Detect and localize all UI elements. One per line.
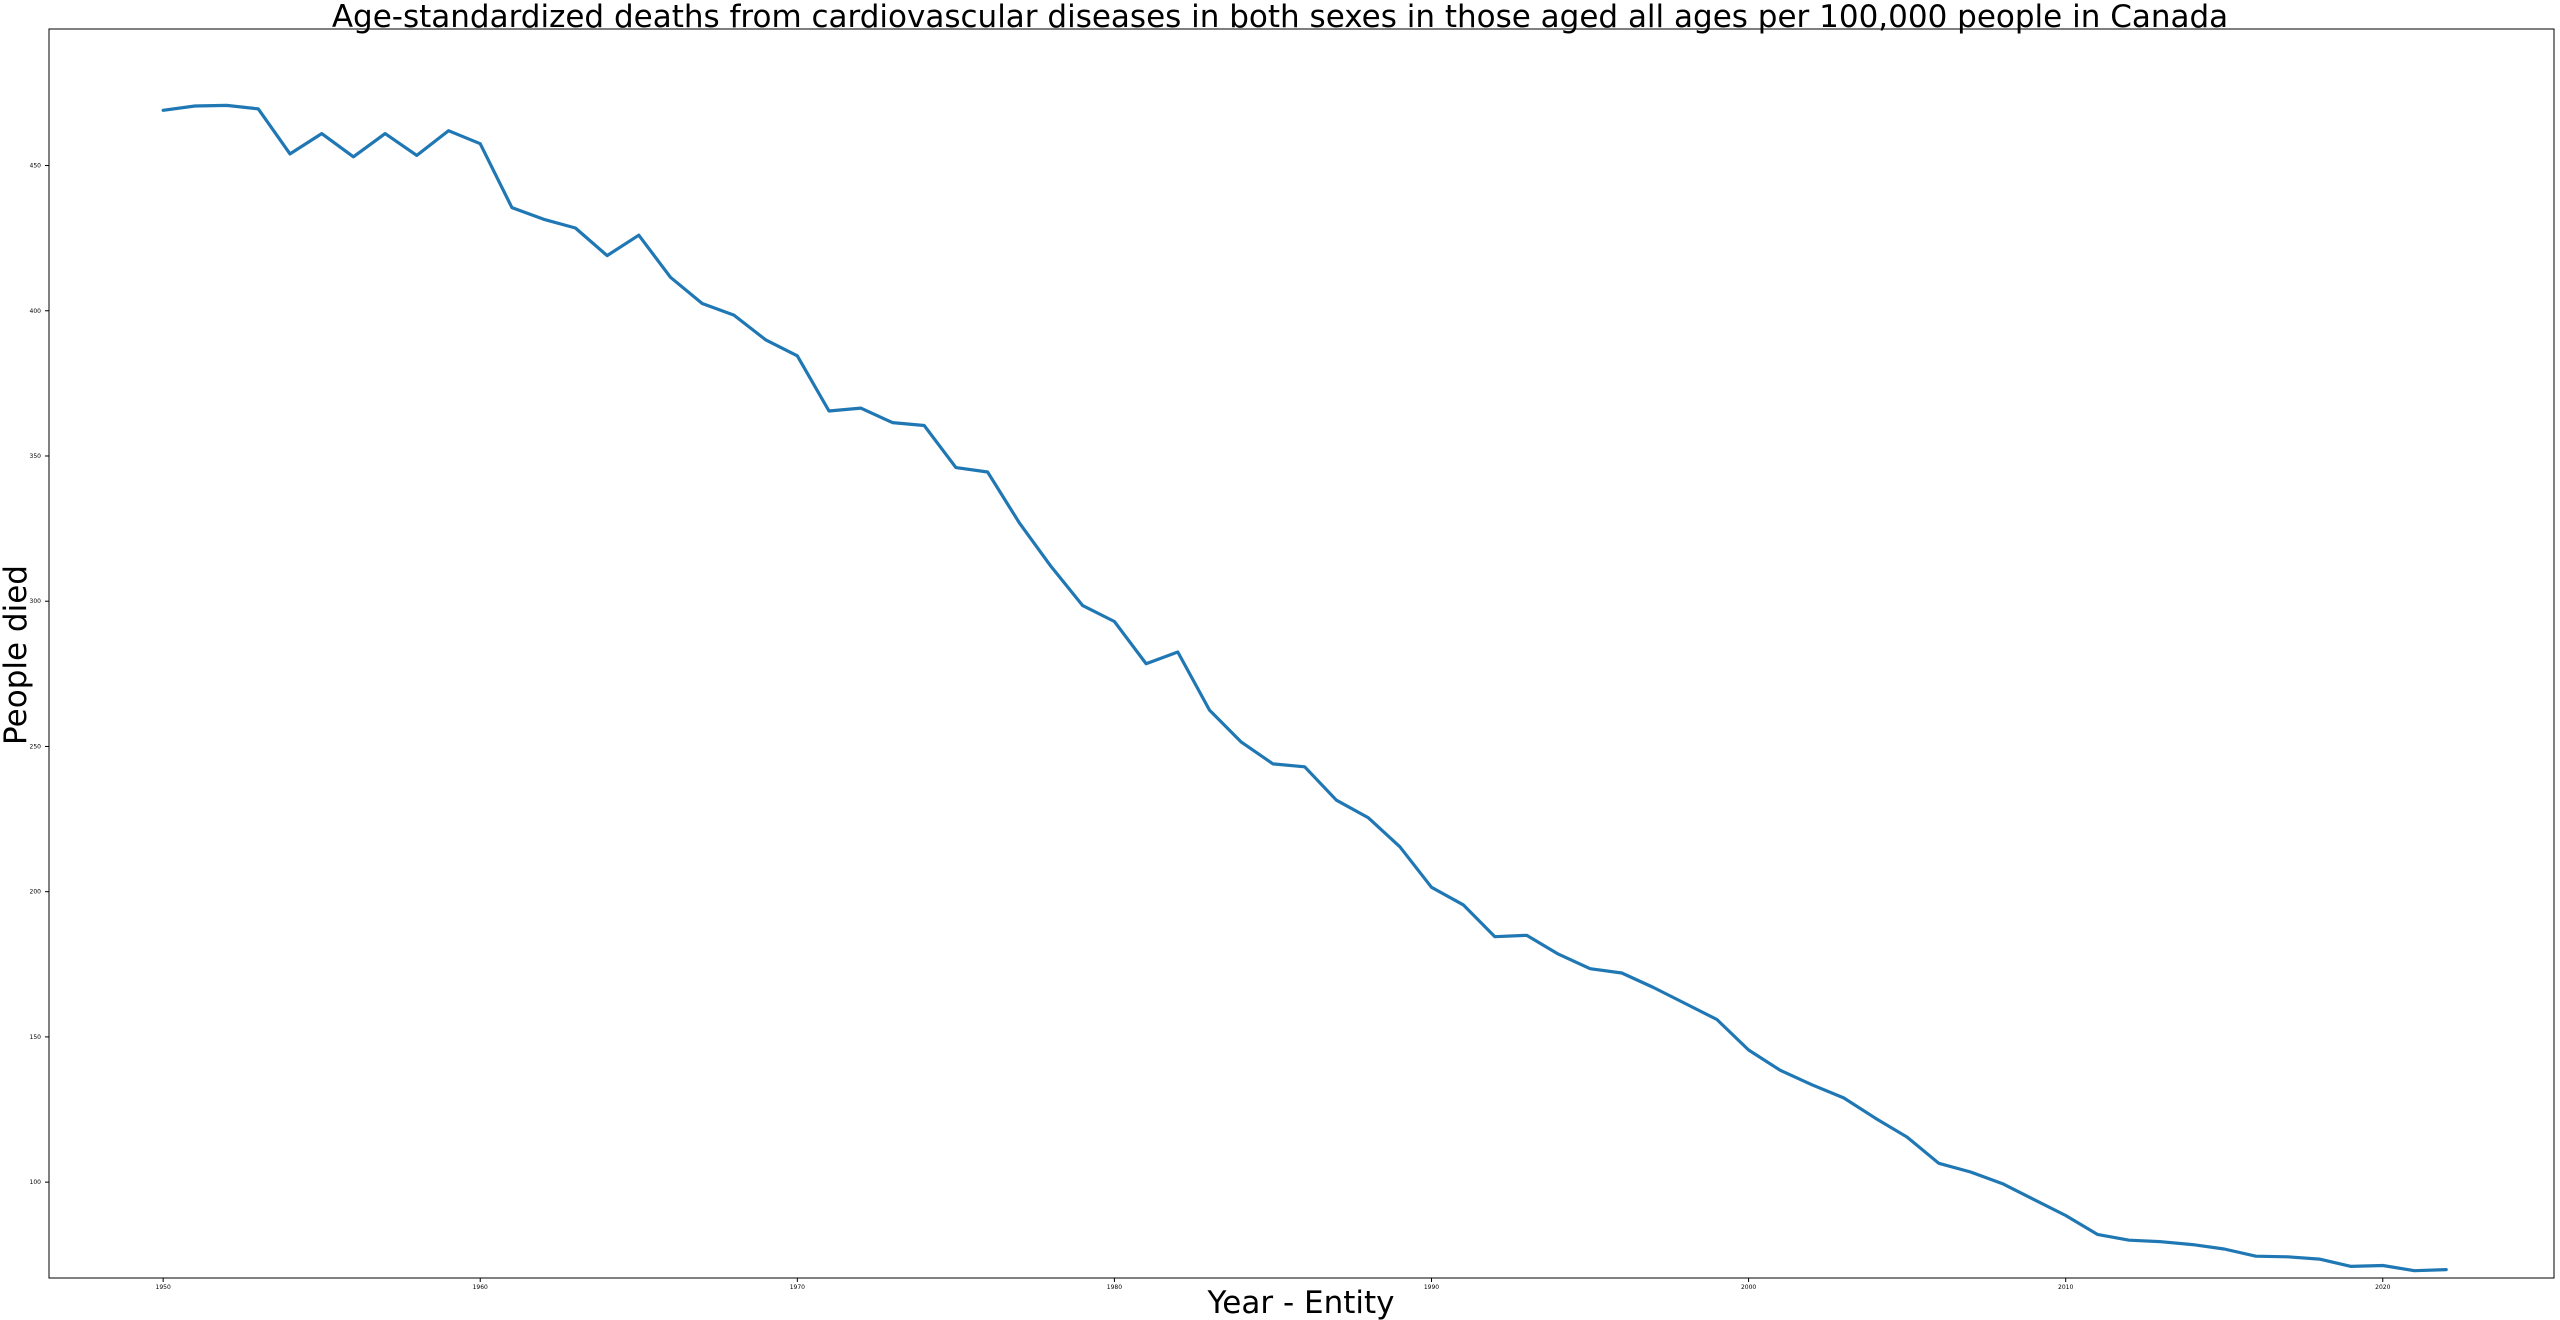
x-axis: 1950 1960 1970 1980 1990 2000 2010 2020 (156, 1278, 2391, 1291)
x-tick-label: 1980 (1107, 1284, 1122, 1291)
x-tick-label: 1990 (1424, 1284, 1439, 1291)
x-tick-label: 1950 (156, 1284, 171, 1291)
y-axis: 100 150 200 250 300 350 400 450 (30, 163, 49, 1186)
y-tick-label: 450 (30, 163, 42, 170)
y-tick-label: 150 (30, 1034, 42, 1041)
series-line (161, 103, 2448, 1273)
y-tick-label: 250 (30, 743, 42, 750)
y-tick-label: 400 (30, 308, 42, 315)
x-tick-label: 2010 (2058, 1284, 2073, 1291)
y-tick-label: 350 (30, 453, 42, 460)
y-axis-label: People died (0, 565, 34, 745)
x-tick-label: 1960 (473, 1284, 488, 1291)
plot-area-frame (48, 28, 2555, 1279)
y-tick-label: 200 (30, 889, 42, 896)
x-tick-label: 1970 (790, 1284, 805, 1291)
chart-title: Age-standardized deaths from cardiovascu… (332, 0, 2228, 35)
y-tick-label: 100 (30, 1179, 42, 1186)
x-tick-label: 2000 (1741, 1284, 1756, 1291)
y-tick-label: 300 (30, 598, 42, 605)
x-axis-label: Year - Entity (1206, 1285, 1394, 1320)
x-tick-label: 2020 (2375, 1284, 2390, 1291)
